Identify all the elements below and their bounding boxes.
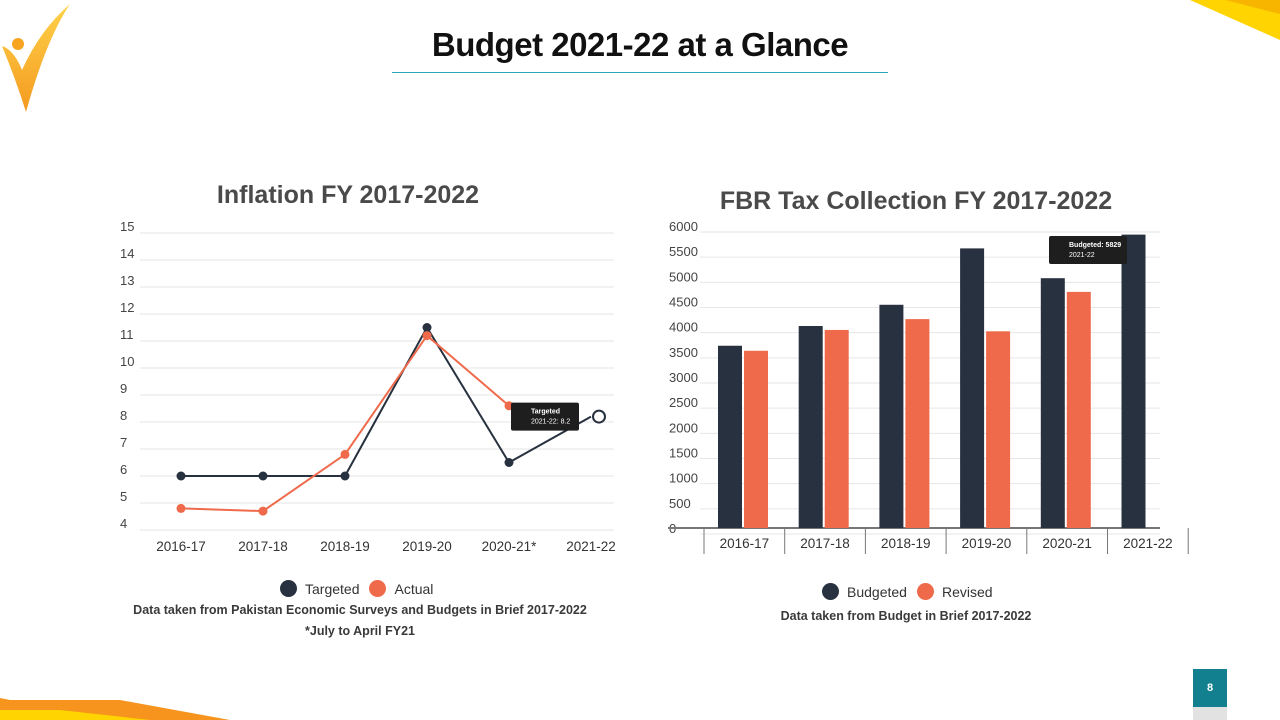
fbr-bar-revised	[986, 331, 1011, 528]
inflation-footnote: *July to April FY21	[305, 624, 415, 638]
inflation-y-tick: 4	[120, 516, 127, 531]
fbr-x-tick: 2017-18	[800, 536, 850, 551]
page-number: 8	[1193, 669, 1227, 707]
fbr-chart-title: FBR Tax Collection FY 2017-2022	[720, 187, 1112, 215]
inflation-x-tick: 2018-19	[320, 539, 370, 554]
fbr-tooltip-title: Budgeted: 5829	[1069, 242, 1121, 249]
inflation-x-tick: 2019-20	[402, 539, 452, 554]
fbr-y-tick: 1000	[669, 471, 698, 486]
fbr-legend: Budgeted Revised	[822, 583, 993, 600]
fbr-x-tick: 2019-20	[962, 536, 1012, 551]
fbr-bar-budgeted	[960, 248, 985, 529]
fbr-source-note: Data taken from Budget in Brief 2017-202…	[780, 609, 1032, 623]
inflation-y-tick: 12	[120, 300, 134, 315]
legend-label-actual: Actual	[394, 580, 434, 597]
inflation-y-tick: 8	[120, 408, 127, 423]
inflation-y-tick: 10	[120, 354, 134, 369]
fbr-x-tick: 2016-17	[720, 536, 770, 551]
inflation-y-tick: 14	[120, 246, 134, 261]
fbr-y-tick: 3000	[669, 370, 698, 385]
inflation-point-targeted	[176, 471, 186, 481]
fbr-x-tick: 2021-22	[1123, 536, 1173, 551]
inflation-point-actual	[176, 503, 186, 513]
inflation-y-tick: 15	[120, 219, 134, 234]
fbr-bar-budgeted	[1121, 234, 1146, 528]
legend-item-revised: Revised	[916, 583, 993, 600]
inflation-y-tick: 9	[120, 381, 127, 396]
inflation-x-tick: 2016-17	[156, 539, 206, 554]
fbr-bar-budgeted	[718, 345, 742, 528]
slide-title: Budget 2021-22 at a Glance	[431, 26, 849, 63]
inflation-tooltip-box	[511, 402, 579, 431]
inflation-point-targeted	[422, 323, 432, 332]
legend-item-budgeted: Budgeted	[822, 583, 907, 600]
fbr-bar-revised	[824, 329, 849, 528]
corner-decoration-bottom-left	[0, 698, 230, 720]
fbr-y-tick: 3500	[669, 345, 698, 360]
legend-swatch-actual	[369, 580, 387, 597]
check-figure-logo-icon	[2, 4, 70, 112]
fbr-y-tick: 5500	[669, 244, 698, 259]
inflation-point-actual	[422, 331, 432, 341]
fbr-bar-budgeted	[1040, 278, 1065, 528]
fbr-x-tick: 2020-21	[1042, 536, 1092, 551]
fbr-bar-revised	[744, 350, 768, 528]
inflation-point-actual	[340, 449, 350, 459]
legend-swatch-targeted	[280, 580, 297, 597]
fbr-bar-revised	[905, 319, 930, 528]
legend-swatch-revised	[916, 583, 934, 600]
inflation-line-actual	[180, 334, 510, 513]
fbr-y-tick: 2000	[669, 420, 698, 435]
fbr-y-tick: 4000	[669, 320, 698, 335]
inflation-line-targeted	[181, 325, 592, 477]
inflation-y-tick: 5	[120, 489, 127, 504]
legend-swatch-budgeted	[822, 583, 839, 600]
title-underline	[392, 72, 888, 73]
inflation-x-tick: 2021-22	[566, 539, 616, 554]
inflation-point-targeted	[340, 471, 350, 481]
page-number-tab	[1193, 707, 1227, 720]
inflation-tooltip-text: 2021-22: 8.2	[531, 419, 570, 426]
fbr-x-tick: 2018-19	[881, 536, 931, 551]
inflation-y-tick: 6	[120, 462, 127, 477]
inflation-point-targeted	[258, 471, 268, 481]
inflation-y-tick: 13	[120, 273, 134, 288]
inflation-chart-title: Inflation FY 2017-2022	[217, 181, 479, 209]
fbr-y-tick: 500	[669, 496, 691, 511]
inflation-source-note: Data taken from Pakistan Economic Survey…	[133, 603, 587, 617]
fbr-tooltip-text: 2021-22	[1069, 252, 1095, 259]
legend-label-targeted: Targeted	[305, 580, 360, 597]
inflation-legend: Targeted Actual	[280, 580, 433, 597]
inflation-x-tick: 2020-21*	[482, 539, 538, 554]
legend-item-actual: Actual	[369, 580, 433, 597]
inflation-point-targeted	[504, 458, 514, 467]
inflation-tooltip-title: Targeted	[531, 409, 560, 416]
fbr-y-tick: 5000	[669, 269, 698, 284]
corner-decoration-top-right	[1190, 0, 1280, 40]
fbr-bar-budgeted	[879, 304, 904, 528]
inflation-point-targeted	[592, 409, 606, 424]
fbr-y-tick: 1500	[669, 446, 698, 461]
inflation-y-tick: 11	[120, 327, 134, 342]
legend-label-budgeted: Budgeted	[847, 583, 907, 600]
fbr-tooltip-box	[1049, 236, 1127, 264]
fbr-y-tick: 2500	[669, 395, 698, 410]
inflation-y-tick: 7	[120, 435, 127, 450]
fbr-y-tick: 6000	[669, 219, 698, 234]
legend-item-targeted: Targeted	[280, 580, 359, 597]
inflation-x-tick: 2017-18	[238, 539, 288, 554]
fbr-bar-revised	[1066, 291, 1091, 528]
inflation-point-actual	[258, 506, 268, 516]
fbr-bar-budgeted	[798, 326, 823, 528]
fbr-y-tick: 4500	[669, 295, 698, 310]
legend-label-revised: Revised	[941, 583, 993, 600]
